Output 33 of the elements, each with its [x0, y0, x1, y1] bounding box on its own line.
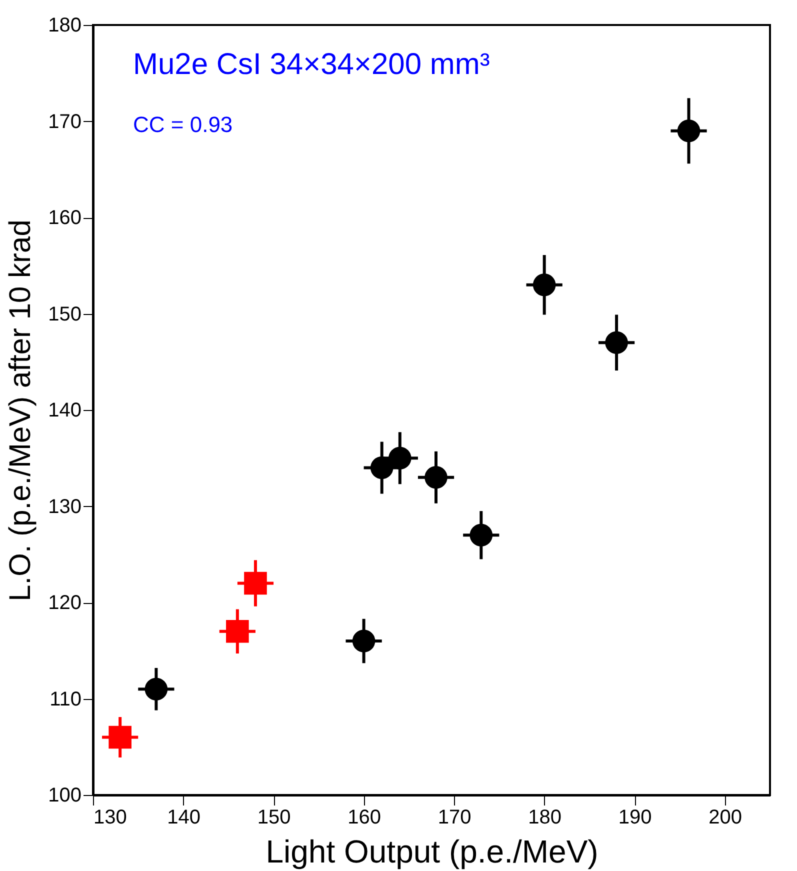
y-tick-label: 120	[48, 592, 82, 614]
y-axis-title: L.O. (p.e./MeV) after 10 krad	[4, 220, 38, 602]
point	[605, 331, 628, 354]
point	[352, 630, 376, 652]
x-tick-label: 150	[257, 806, 291, 828]
y-tick-label: 110	[50, 688, 82, 710]
point	[108, 726, 132, 749]
x-tick-label: 180	[528, 806, 562, 828]
y-tick-label: 140	[48, 400, 82, 422]
y-tick-label: 130	[48, 496, 82, 518]
y-tick-label: 170	[48, 110, 82, 133]
annotation: CC = 0.93	[133, 112, 233, 137]
x-tick-label: 170	[438, 806, 472, 828]
x-tick-label: 190	[618, 806, 652, 828]
point	[424, 466, 448, 489]
y-tick-label: 150	[48, 303, 82, 326]
x-tick-label: 140	[167, 806, 200, 828]
x-tick-label: 160	[348, 806, 381, 828]
point	[677, 119, 700, 142]
text: Mu2e CsI 34×34×200 mm³	[133, 48, 490, 81]
point	[532, 273, 556, 296]
x-tick-label: 200	[708, 806, 742, 828]
point	[370, 456, 394, 480]
point	[144, 678, 168, 701]
x-axis-title: Light Output (p.e./MeV)	[266, 834, 598, 870]
point	[388, 446, 412, 470]
point	[470, 524, 493, 547]
x-tick-label: 130	[94, 806, 127, 828]
point	[244, 572, 267, 595]
point	[226, 620, 249, 643]
y-tick-label: 180	[48, 14, 82, 36]
y-tick-label: 160	[48, 207, 82, 229]
y-tick-label: 100	[48, 784, 82, 806]
